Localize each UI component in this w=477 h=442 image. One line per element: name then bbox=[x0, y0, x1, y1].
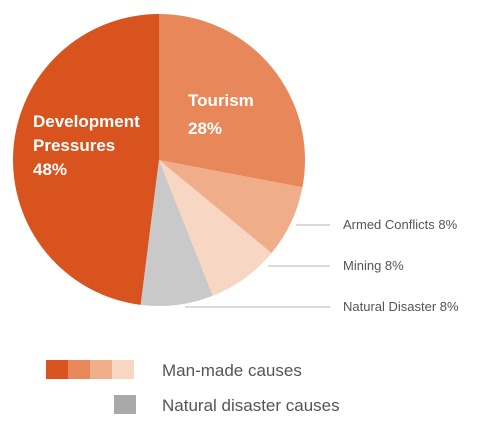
pie-slices bbox=[12, 14, 305, 306]
legend-swatch bbox=[68, 360, 90, 379]
slice-labels: Development Pressures 48% Tourism 28% Armed C… bbox=[33, 91, 459, 314]
legend-swatch bbox=[114, 395, 136, 414]
slice-label-development-pressures: Pressures bbox=[33, 136, 115, 155]
slice-value-tourism: 28% bbox=[188, 119, 222, 138]
slice-tourism bbox=[159, 14, 305, 188]
legend-label-man-made-causes: Man-made causes bbox=[162, 361, 302, 380]
slice-label-tourism: Tourism bbox=[188, 91, 254, 110]
slice-label-mining: Mining 8% bbox=[343, 258, 404, 273]
legend-swatch bbox=[90, 360, 112, 379]
legend-swatch bbox=[46, 360, 68, 379]
slice-armed-conflicts bbox=[159, 160, 303, 254]
slice-natural-disaster bbox=[140, 160, 213, 306]
legend-label-natural-disaster-causes: Natural disaster causes bbox=[162, 396, 340, 415]
slice-label-natural-disaster: Natural Disaster 8% bbox=[343, 299, 459, 314]
slice-label-development-pressures: Development bbox=[33, 112, 140, 131]
slice-value-development-pressures: 48% bbox=[33, 160, 67, 179]
slice-label-armed-conflicts: Armed Conflicts 8% bbox=[343, 217, 458, 232]
slice-mining bbox=[159, 160, 272, 296]
legend: Man-made causes Natural disaster causes bbox=[46, 360, 340, 415]
legend-swatch bbox=[112, 360, 134, 379]
slice-development-pressures bbox=[12, 14, 160, 305]
